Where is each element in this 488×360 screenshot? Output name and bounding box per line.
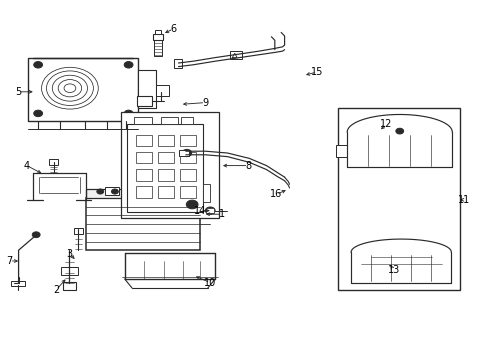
Bar bbox=[203, 184, 210, 202]
Bar bbox=[11, 281, 25, 286]
Bar bbox=[180, 152, 195, 163]
Bar bbox=[152, 34, 163, 40]
Bar bbox=[338, 108, 459, 290]
Text: 16: 16 bbox=[269, 189, 282, 199]
Circle shape bbox=[97, 189, 103, 194]
Circle shape bbox=[395, 128, 403, 134]
Bar bbox=[105, 187, 119, 195]
Bar bbox=[180, 135, 195, 146]
Text: 12: 12 bbox=[379, 119, 392, 129]
Bar bbox=[85, 198, 200, 250]
Bar bbox=[74, 228, 82, 234]
Text: 8: 8 bbox=[245, 161, 251, 171]
Bar bbox=[127, 124, 203, 212]
Bar bbox=[336, 145, 346, 157]
Text: 7: 7 bbox=[7, 256, 13, 266]
Circle shape bbox=[124, 62, 133, 68]
Bar bbox=[229, 51, 242, 59]
Circle shape bbox=[205, 207, 215, 214]
Bar bbox=[134, 117, 151, 124]
Circle shape bbox=[150, 189, 157, 194]
Text: 4: 4 bbox=[24, 161, 30, 171]
Bar bbox=[136, 186, 151, 198]
Bar bbox=[161, 117, 178, 124]
Bar bbox=[154, 30, 161, 34]
Text: 13: 13 bbox=[386, 265, 399, 275]
Text: 6: 6 bbox=[170, 24, 176, 34]
Circle shape bbox=[126, 189, 133, 194]
Bar bbox=[138, 70, 155, 108]
Text: 1: 1 bbox=[219, 209, 225, 219]
Bar bbox=[137, 96, 151, 106]
Bar bbox=[179, 150, 188, 156]
Bar bbox=[180, 186, 195, 198]
Bar bbox=[206, 208, 214, 213]
Circle shape bbox=[165, 189, 172, 194]
Circle shape bbox=[111, 189, 118, 194]
Bar bbox=[158, 186, 173, 198]
Text: 5: 5 bbox=[16, 87, 21, 97]
Text: 14: 14 bbox=[194, 206, 206, 216]
Bar bbox=[49, 159, 58, 165]
Bar bbox=[85, 189, 200, 198]
Bar bbox=[121, 112, 219, 218]
Circle shape bbox=[34, 110, 42, 117]
Circle shape bbox=[180, 189, 186, 194]
Circle shape bbox=[32, 232, 40, 238]
Bar bbox=[136, 169, 151, 181]
Bar bbox=[158, 135, 173, 146]
Text: 9: 9 bbox=[202, 98, 208, 108]
Bar bbox=[154, 40, 162, 56]
Bar bbox=[180, 169, 195, 181]
Bar bbox=[62, 282, 76, 290]
Bar bbox=[136, 135, 151, 146]
Text: 11: 11 bbox=[457, 195, 470, 205]
Bar bbox=[173, 59, 182, 68]
Circle shape bbox=[34, 62, 42, 68]
Bar bbox=[158, 152, 173, 163]
Text: 15: 15 bbox=[310, 67, 323, 77]
Circle shape bbox=[186, 200, 198, 209]
Bar bbox=[28, 58, 138, 121]
Bar bbox=[181, 117, 193, 124]
Bar bbox=[129, 187, 143, 195]
Bar bbox=[158, 169, 173, 181]
Circle shape bbox=[182, 149, 191, 157]
Text: 10: 10 bbox=[203, 278, 216, 288]
Bar bbox=[155, 85, 169, 96]
Bar bbox=[61, 267, 78, 275]
Text: 2: 2 bbox=[53, 285, 59, 295]
Text: 3: 3 bbox=[66, 249, 72, 259]
Bar bbox=[136, 152, 151, 163]
Circle shape bbox=[124, 110, 133, 117]
